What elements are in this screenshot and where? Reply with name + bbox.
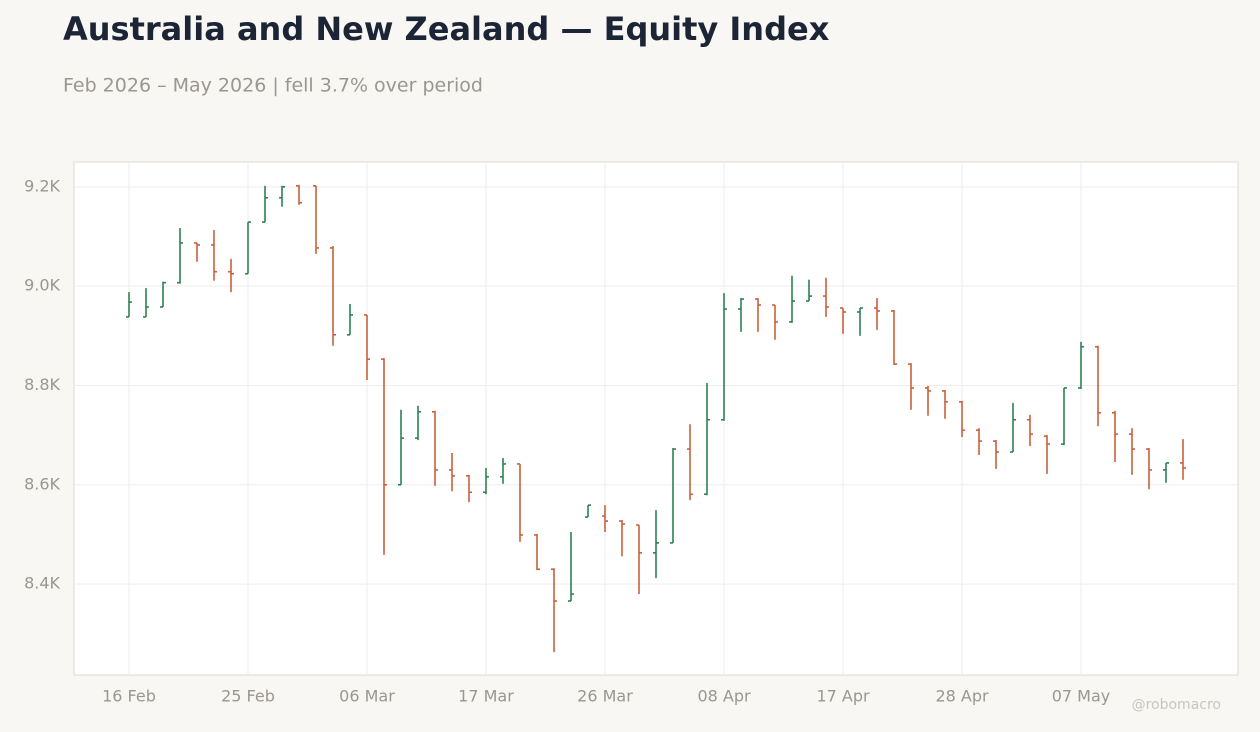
x-tick-label: 28 Apr [935, 687, 989, 706]
x-tick-label: 17 Apr [816, 687, 870, 706]
x-tick-label: 17 Mar [458, 687, 514, 706]
plot-area [73, 161, 1239, 676]
y-tick-label: 8.6K [24, 474, 60, 493]
y-tick-label: 8.8K [24, 375, 60, 394]
x-tick-label: 07 May [1052, 687, 1111, 706]
y-tick-label: 8.4K [24, 574, 60, 593]
x-tick-label: 25 Feb [221, 687, 275, 706]
x-tick-label: 16 Feb [102, 687, 156, 706]
y-tick-label: 9.2K [24, 176, 60, 195]
watermark: @robomacro [1132, 697, 1221, 713]
x-tick-label: 26 Mar [577, 687, 633, 706]
x-tick-label: 06 Mar [339, 687, 395, 706]
chart-title: Australia and New Zealand — Equity Index [63, 10, 830, 48]
y-tick-label: 9.0K [24, 276, 60, 295]
x-tick-label: 08 Apr [697, 687, 751, 706]
chart-subtitle: Feb 2026 – May 2026 | fell 3.7% over per… [63, 75, 483, 97]
